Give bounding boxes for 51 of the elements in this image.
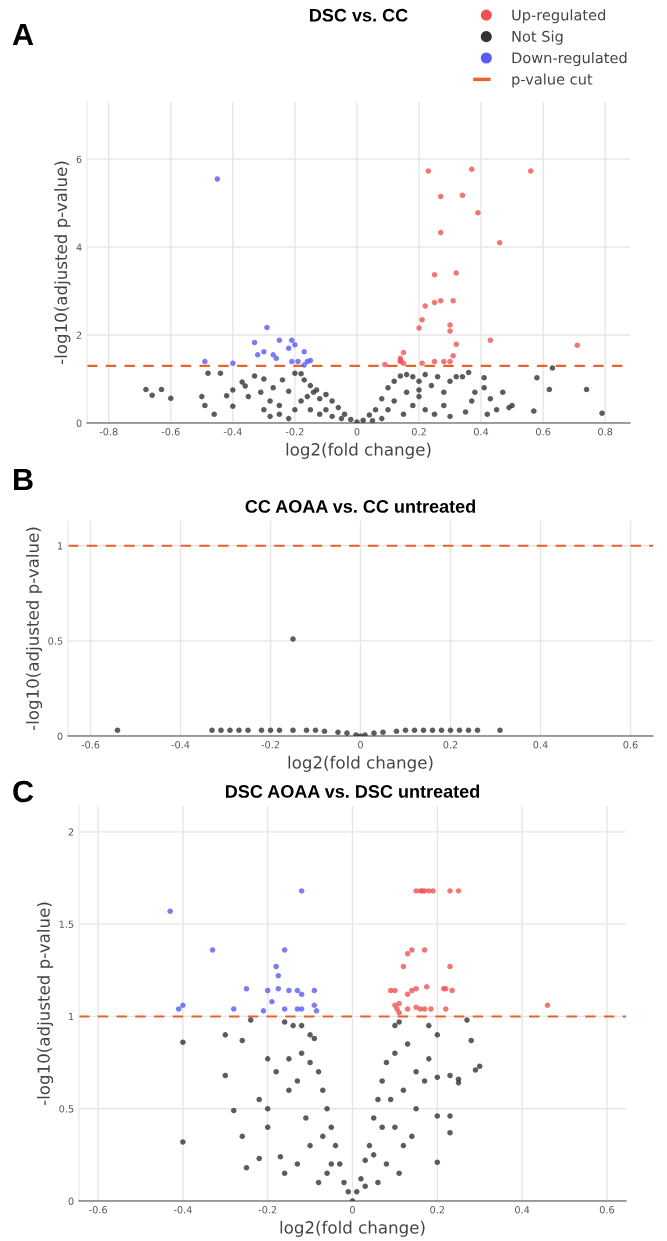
y-axis-title: -log10(adjusted p-value) (25, 527, 43, 731)
x-tick-label: 0.2 (443, 741, 458, 749)
legend-label: Down-regulated (512, 52, 627, 67)
chart-title: DSC AOAA vs. DSC untreated (225, 784, 480, 798)
y-tick-label: 0 (76, 419, 82, 427)
x-tick-label: 0.2 (430, 1206, 445, 1214)
x-tick-label: 0 (350, 1206, 355, 1214)
x-tick-label: -0.6 (89, 1206, 107, 1214)
x-tick-label: -0.4 (223, 428, 242, 436)
y-tick-label: 1 (69, 1013, 74, 1021)
legend-label: Up-regulated (512, 9, 606, 24)
y-tick-label: 1.5 (59, 920, 74, 928)
x-tick-label: -0.4 (171, 741, 190, 749)
x-tick-label: -0.2 (258, 1206, 277, 1214)
x-tick-label: 0.8 (598, 428, 613, 436)
x-tick-label: -0.2 (261, 741, 280, 749)
y-tick-label: 0.5 (59, 1105, 74, 1113)
y-tick-label: 1 (58, 542, 63, 550)
x-axis-title: log2(fold change) (288, 755, 433, 772)
legend-label: Not Sig (512, 30, 563, 45)
y-tick-label: 0 (57, 732, 63, 740)
y-tick-label: 2 (68, 828, 74, 836)
chart-title: DSC vs. CC (310, 8, 408, 22)
y-tick-label: 0 (68, 1197, 74, 1205)
x-tick-label: 0.6 (599, 1206, 615, 1214)
x-tick-label: 0 (354, 428, 360, 436)
x-tick-label: -0.6 (81, 741, 100, 749)
y-axis-title: -log10(adjusted p-value) (36, 902, 54, 1106)
x-tick-label: 0.4 (515, 1206, 530, 1214)
y-tick-label: 0.5 (48, 637, 63, 645)
y-tick-label: 4 (76, 243, 82, 251)
x-tick-label: -0.4 (173, 1206, 192, 1214)
x-tick-label: 0.2 (411, 428, 426, 436)
x-tick-label: 0.4 (533, 741, 548, 749)
text: C (13, 780, 34, 803)
y-tick-label: 2 (76, 331, 82, 339)
chart-title: CC AOAA vs. CC untreated (245, 499, 476, 513)
y-axis-title: -log10(adjusted p-value) (54, 161, 71, 365)
x-tick-label: 0.6 (623, 741, 638, 749)
x-tick-label: -0.8 (99, 428, 118, 436)
y-tick-label: 6 (76, 155, 82, 163)
text: A (12, 23, 34, 45)
text: B (14, 468, 33, 490)
x-axis-title: log2(fold change) (286, 442, 431, 459)
x-tick-label: 0.4 (473, 428, 489, 436)
x-axis-title: log2(fold change) (280, 1220, 425, 1237)
x-tick-label: -0.6 (161, 428, 180, 436)
x-tick-label: -0.2 (285, 428, 304, 436)
x-tick-label: 0.6 (536, 428, 551, 436)
legend-label: p-value cut (512, 73, 593, 88)
x-tick-label: 0 (358, 741, 363, 749)
